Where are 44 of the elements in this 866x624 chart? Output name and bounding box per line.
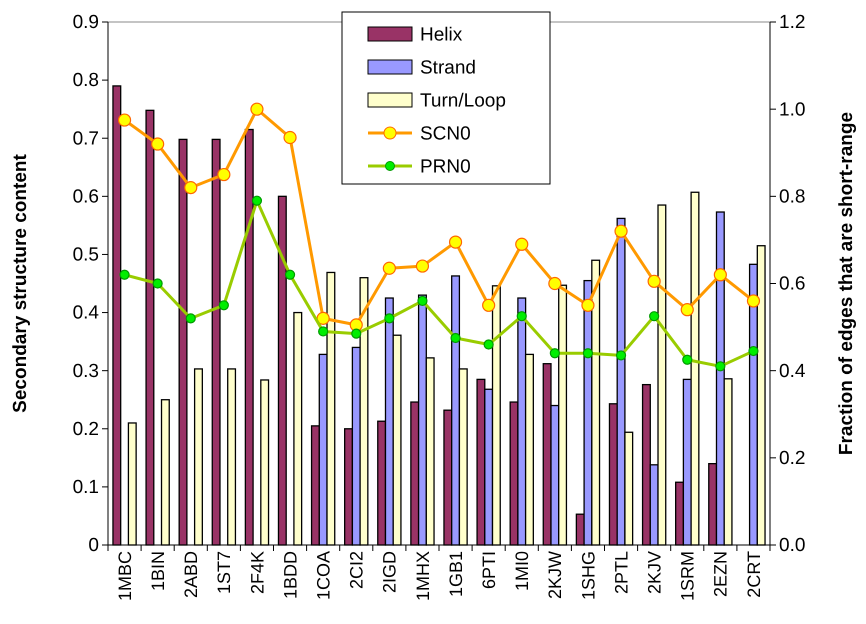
y-tick-label: 0.5 [72,244,99,266]
y-tick-label: 0.8 [72,70,99,92]
x-tick-label: 2CRT [744,551,764,598]
x-tick-label: 2KJV [644,551,664,594]
x-tick-label: 2IGD [380,551,400,594]
x-tick-label: 2KJW [545,551,566,600]
y2-tick-label: 0.4 [779,360,806,382]
y2-tick-label: 1.2 [779,12,806,34]
legend-label: PRN0 [420,156,471,178]
y2-tick-label: 1.0 [779,99,806,120]
x-tick-label: 1COA [313,551,334,600]
y-tick-label: 0.1 [72,476,99,498]
x-tick-label: 1MI0 [512,551,532,592]
x-tick-label: 2F4K [247,551,268,594]
x-tick-label: 2ABD [181,551,202,598]
y2-axis-title: Fraction of edges that are short-range [836,112,857,456]
x-tick-label: 1SHG [578,551,598,600]
x-tick-label: 2PTL [611,551,632,594]
legend-label: Strand [420,58,476,79]
x-tick-label: 1ST7 [214,551,234,594]
x-tick-label: 1BDD [280,551,300,600]
x-tick-label: 1GB1 [446,551,466,598]
y-tick-label: 0.7 [72,128,99,150]
y-tick-label: 0.2 [72,418,99,440]
legend-label: SCN0 [420,124,471,145]
x-tick-label: 1MHX [412,551,433,602]
legend-label: Turn/Loop [420,90,506,112]
y-tick-label: 0.9 [72,12,99,34]
y2-tick-label: 0.0 [779,535,806,556]
y-tick-label: 0.6 [72,186,99,208]
y2-tick-label: 0.8 [779,186,806,208]
y2-tick-label: 0.6 [779,274,806,295]
x-tick-label: 1BIN [148,551,168,592]
x-tick-label: 1MBC [114,551,135,602]
y-tick-label: 0.4 [72,302,100,324]
y-tick-label: 0.3 [72,360,99,382]
x-tick-label: 2EZN [710,551,731,598]
y-tick-label: 0 [88,535,99,556]
y-axis-title: Secondary structure content [10,153,31,413]
x-tick-label: 1SRM [678,551,698,602]
y2-tick-label: 0.2 [779,448,806,469]
x-tick-label: 6PTI [478,551,499,590]
x-tick-label: 2CI2 [346,551,367,590]
legend-label: Helix [420,24,463,46]
